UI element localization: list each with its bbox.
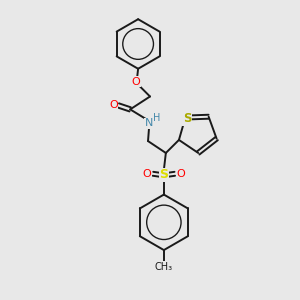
Text: H: H (153, 113, 161, 123)
Text: N: N (145, 118, 153, 128)
Text: S: S (159, 168, 168, 181)
Text: O: O (143, 169, 152, 179)
Text: O: O (176, 169, 185, 179)
Text: S: S (183, 112, 192, 125)
Text: O: O (109, 100, 118, 110)
Text: CH₃: CH₃ (155, 262, 173, 272)
Text: O: O (132, 76, 140, 87)
